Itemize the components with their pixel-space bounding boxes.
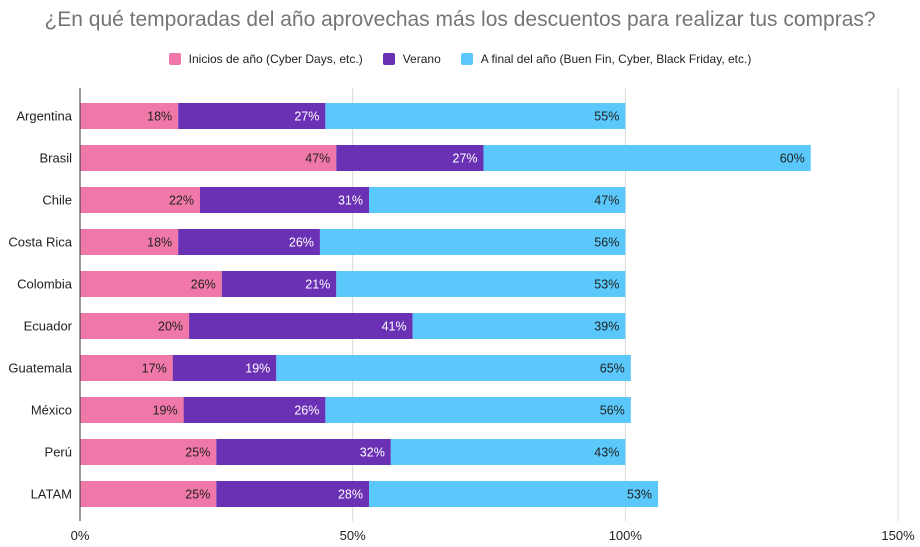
bar-value-label: 55% [594,110,619,124]
category-label: Chile [42,193,72,208]
bar-value-label: 53% [594,278,619,292]
category-label: México [31,403,72,418]
bar-value-label: 28% [338,488,363,502]
category-label: Argentina [16,109,72,124]
bar-value-label: 25% [185,446,210,460]
legend-label-final: A final del año (Buen Fin, Cyber, Black … [480,52,752,66]
legend-label-verano: Verano [402,52,441,66]
bar-value-label: 39% [594,320,619,334]
chart-title: ¿En qué temporadas del año aprovechas má… [44,8,876,31]
bar-value-label: 47% [305,152,330,166]
bar-segment [80,187,200,213]
bar-value-label: 56% [594,236,619,250]
bar-value-label: 18% [147,110,172,124]
bar-value-label: 41% [382,320,407,334]
bar-segment [336,145,484,171]
bar-value-label: 27% [453,152,478,166]
chart-legend: Inicios de año (Cyber Days, etc.) Verano… [0,52,920,66]
bar-segment [80,145,337,171]
legend-label-inicios: Inicios de año (Cyber Days, etc.) [188,52,363,66]
bar-value-label: 19% [153,404,178,418]
bar-segment [369,481,659,507]
bar-segment [80,229,179,255]
bar-value-label: 26% [294,404,319,418]
legend-item-verano[interactable]: Verano [382,52,441,66]
bar-value-label: 17% [142,362,167,376]
legend-swatch-inicios [168,53,181,65]
category-label: Costa Rica [8,235,72,250]
bar-value-label: 32% [360,446,385,460]
bar-value-label: 47% [594,194,619,208]
category-label: Ecuador [24,319,73,334]
legend-swatch-verano [382,53,395,65]
category-label: Colombia [17,277,73,292]
bar-value-label: 21% [305,278,330,292]
bar-segment [199,187,370,213]
bar-value-label: 22% [169,194,194,208]
bar-segment [216,439,391,465]
category-label: Perú [45,445,72,460]
bar-segment [336,271,626,297]
bar-value-label: 25% [185,488,210,502]
bar-segment [80,355,173,381]
bar-value-label: 20% [158,320,183,334]
legend-item-inicios[interactable]: Inicios de año (Cyber Days, etc.) [168,52,363,66]
x-tick-label: 0% [71,528,90,543]
bar-value-label: 31% [338,194,363,208]
bar-value-label: 26% [191,278,216,292]
bar-segment [276,355,631,381]
bar-value-label: 60% [780,152,805,166]
bar-segment [483,145,811,171]
bar-segment [80,481,217,507]
bar-segment [221,271,337,297]
bar-segment [80,313,190,339]
bar-segment [390,439,626,465]
bar-segment [172,355,277,381]
bar-segment [216,481,370,507]
x-tick-label: 150% [881,528,915,543]
bar-segment [183,397,326,423]
bar-value-label: 26% [289,236,314,250]
legend-swatch-final [460,53,473,65]
bar-value-label: 18% [147,236,172,250]
bar-segment [80,271,222,297]
bar-segment [369,187,626,213]
x-tick-label: 50% [340,528,366,543]
category-label: LATAM [31,487,72,502]
bar-segment [319,229,626,255]
bar-segment [80,397,184,423]
bar-segment [189,313,413,339]
bar-segment [178,229,320,255]
legend-item-final[interactable]: A final del año (Buen Fin, Cyber, Black … [460,52,752,66]
bar-value-label: 56% [600,404,625,418]
bar-segment [325,397,631,423]
x-tick-label: 100% [609,528,643,543]
category-label: Brasil [39,151,72,166]
bar-value-label: 27% [294,110,319,124]
category-label: Guatemala [8,361,72,376]
bar-segment [412,313,626,339]
bar-value-label: 53% [627,488,652,502]
bar-value-label: 19% [245,362,270,376]
bar-value-label: 43% [594,446,619,460]
bar-segment [178,103,326,129]
bar-segment [80,439,217,465]
bar-segment [325,103,626,129]
bar-segment [80,103,179,129]
bar-value-label: 65% [600,362,625,376]
